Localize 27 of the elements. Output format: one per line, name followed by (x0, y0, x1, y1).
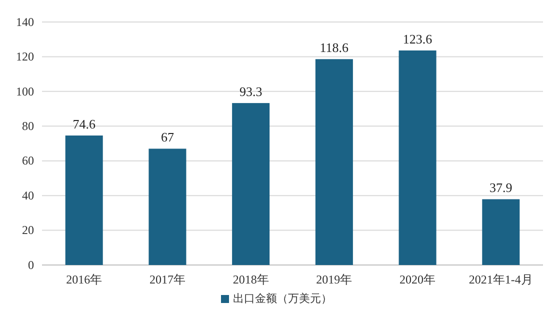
x-tick-label: 2017年 (149, 272, 186, 287)
bar (398, 50, 436, 265)
data-label: 123.6 (402, 31, 433, 46)
bar (65, 136, 103, 265)
y-tick-label: 100 (16, 84, 34, 98)
data-label: 37.9 (490, 180, 512, 196)
x-tick-label: 2018年 (232, 272, 269, 287)
data-label: 67 (160, 130, 174, 145)
bar (315, 59, 353, 265)
x-tick-label: 2019年 (316, 272, 352, 287)
y-tick-label: 60 (22, 154, 34, 168)
bar (482, 199, 520, 265)
bar (148, 148, 186, 265)
x-tick-label: 2016年 (66, 272, 102, 287)
y-tick-label: 80 (22, 118, 34, 133)
y-tick-label: 20 (22, 223, 34, 238)
x-tick-label: 2020年 (400, 272, 436, 287)
bar (232, 103, 270, 265)
y-tick-label: 140 (16, 14, 34, 29)
data-label: 118.6 (320, 40, 350, 56)
x-tick-label: 2021年1-4月 (468, 272, 533, 287)
legend-label: 出口金额（万美元） (233, 292, 332, 305)
y-tick-label: 120 (16, 50, 34, 64)
y-tick-label: 0 (28, 258, 34, 272)
data-label: 93.3 (239, 84, 262, 100)
y-tick-label: 40 (22, 188, 34, 202)
data-label: 74.6 (72, 116, 96, 132)
